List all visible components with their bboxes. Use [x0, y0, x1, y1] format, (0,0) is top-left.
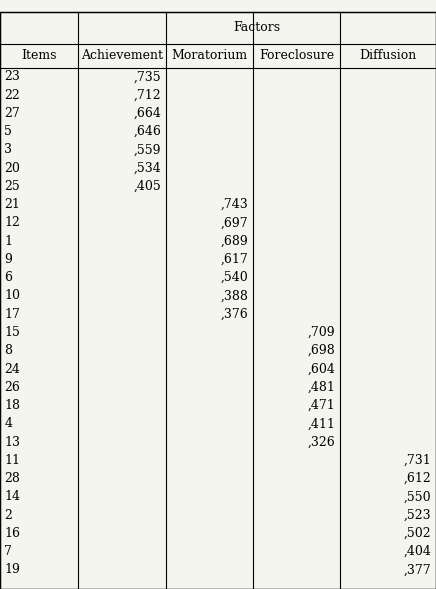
Text: ,646: ,646 [133, 125, 161, 138]
Text: ,689: ,689 [221, 234, 249, 248]
Text: ,326: ,326 [308, 435, 336, 449]
Text: 26: 26 [4, 380, 20, 394]
Text: 17: 17 [4, 307, 20, 321]
Text: ,731: ,731 [404, 454, 432, 467]
Text: ,377: ,377 [404, 563, 432, 577]
Text: 13: 13 [4, 435, 20, 449]
Text: ,612: ,612 [404, 472, 432, 485]
Text: 18: 18 [4, 399, 20, 412]
Text: 22: 22 [4, 88, 20, 102]
Text: ,697: ,697 [221, 216, 249, 230]
Text: 8: 8 [4, 344, 12, 358]
Text: 9: 9 [4, 253, 12, 266]
Text: ,712: ,712 [134, 88, 161, 102]
Text: ,664: ,664 [133, 107, 161, 120]
Text: ,411: ,411 [308, 417, 336, 431]
Text: ,735: ,735 [134, 70, 161, 84]
Text: ,388: ,388 [221, 289, 249, 303]
Text: 28: 28 [4, 472, 20, 485]
Text: 6: 6 [4, 271, 12, 284]
Text: 15: 15 [4, 326, 20, 339]
Text: ,523: ,523 [404, 508, 432, 522]
Text: ,405: ,405 [133, 180, 161, 193]
Text: 21: 21 [4, 198, 20, 211]
Text: Items: Items [21, 49, 57, 62]
Text: ,540: ,540 [221, 271, 249, 284]
Text: 16: 16 [4, 527, 20, 540]
Text: 14: 14 [4, 490, 20, 504]
Text: ,502: ,502 [404, 527, 432, 540]
Text: 20: 20 [4, 161, 20, 175]
Text: ,743: ,743 [221, 198, 249, 211]
Text: ,550: ,550 [404, 490, 432, 504]
Text: ,481: ,481 [308, 380, 336, 394]
Text: 7: 7 [4, 545, 12, 558]
Text: 24: 24 [4, 362, 20, 376]
Text: Diffusion: Diffusion [359, 49, 417, 62]
Text: Factors: Factors [234, 21, 281, 35]
Text: 23: 23 [4, 70, 20, 84]
Text: 27: 27 [4, 107, 20, 120]
Text: ,617: ,617 [221, 253, 249, 266]
Text: 5: 5 [4, 125, 12, 138]
Text: ,534: ,534 [133, 161, 161, 175]
Text: 2: 2 [4, 508, 12, 522]
Text: ,698: ,698 [308, 344, 336, 358]
Text: 3: 3 [4, 143, 12, 157]
Text: ,376: ,376 [221, 307, 249, 321]
Text: 10: 10 [4, 289, 20, 303]
Text: ,604: ,604 [308, 362, 336, 376]
Text: 12: 12 [4, 216, 20, 230]
Text: 1: 1 [4, 234, 12, 248]
Text: 25: 25 [4, 180, 20, 193]
Text: 4: 4 [4, 417, 12, 431]
Text: ,559: ,559 [134, 143, 161, 157]
Text: Moratorium: Moratorium [171, 49, 247, 62]
Text: 19: 19 [4, 563, 20, 577]
Text: Foreclosure: Foreclosure [259, 49, 334, 62]
Text: ,471: ,471 [308, 399, 336, 412]
Text: 11: 11 [4, 454, 20, 467]
Text: Achievement: Achievement [81, 49, 163, 62]
Text: ,709: ,709 [308, 326, 336, 339]
Text: ,404: ,404 [404, 545, 432, 558]
